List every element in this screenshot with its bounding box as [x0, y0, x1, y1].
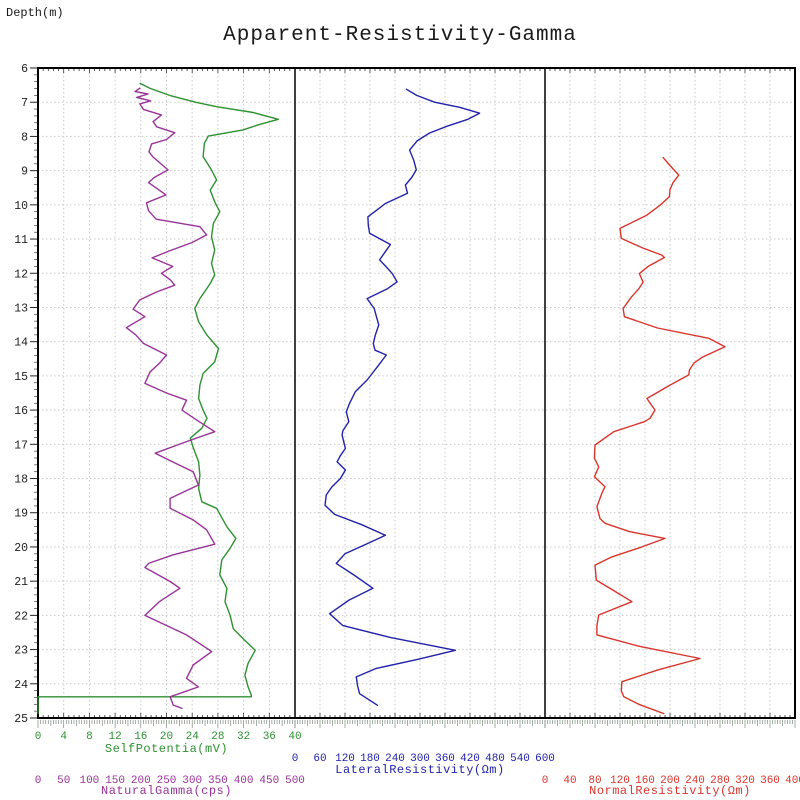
- svg-text:350: 350: [208, 775, 228, 787]
- svg-text:19: 19: [14, 508, 28, 521]
- horizontal-gridlines: [38, 101, 795, 685]
- svg-text:0: 0: [35, 731, 42, 743]
- svg-text:9: 9: [21, 166, 28, 179]
- svg-text:600: 600: [535, 753, 555, 765]
- svg-text:16: 16: [134, 731, 147, 743]
- svg-text:11: 11: [14, 234, 28, 247]
- natural-gamma-axis-title: NaturalGamma(cps): [101, 784, 232, 798]
- svg-text:23: 23: [14, 645, 28, 658]
- svg-text:28: 28: [211, 731, 224, 743]
- lateral-resistivity-scale: 0 60 120 180 240 300 360 420 480 540 600: [292, 753, 555, 765]
- svg-text:12: 12: [108, 731, 121, 743]
- svg-text:22: 22: [14, 610, 28, 623]
- svg-text:200: 200: [131, 775, 151, 787]
- svg-text:240: 240: [385, 753, 405, 765]
- bottom-scale-ruler: [37, 720, 796, 728]
- lateral-resistivity-axis-title: LateralResistivity(Ωm): [335, 763, 505, 777]
- svg-text:240: 240: [685, 775, 705, 787]
- svg-text:180: 180: [360, 753, 380, 765]
- naturalgamma-curve: [125, 87, 216, 710]
- svg-text:200: 200: [660, 775, 680, 787]
- svg-text:14: 14: [14, 337, 28, 350]
- svg-text:250: 250: [157, 775, 177, 787]
- svg-text:10: 10: [14, 200, 28, 213]
- svg-text:480: 480: [485, 753, 505, 765]
- normal-resistivity-axis-title: NormalResistivity(Ωm): [589, 784, 751, 798]
- svg-text:360: 360: [760, 775, 780, 787]
- svg-text:6: 6: [21, 63, 28, 76]
- svg-text:160: 160: [635, 775, 655, 787]
- svg-text:280: 280: [710, 775, 730, 787]
- svg-text:20: 20: [14, 542, 28, 555]
- svg-text:50: 50: [57, 775, 70, 787]
- vertical-gridlines: [63, 68, 771, 718]
- lateralresistivity-curve: [324, 88, 481, 706]
- svg-text:4: 4: [60, 731, 67, 743]
- svg-text:25: 25: [14, 713, 28, 726]
- selfpotentia-curve: [37, 82, 279, 715]
- svg-text:20: 20: [160, 731, 173, 743]
- chart-title: Apparent-Resistivity-Gamma: [223, 24, 577, 47]
- natural-gamma-scale: 0 50 100 150 200 250 300 350 400 450 500: [35, 775, 305, 787]
- svg-text:32: 32: [237, 731, 250, 743]
- panel-minor-ticks: [37, 68, 796, 718]
- svg-text:300: 300: [410, 753, 430, 765]
- svg-text:21: 21: [14, 576, 28, 589]
- svg-text:320: 320: [735, 775, 755, 787]
- svg-text:12: 12: [14, 268, 28, 281]
- depth-axis-title: Depth(m): [6, 6, 64, 20]
- svg-text:36: 36: [263, 731, 276, 743]
- svg-text:17: 17: [14, 439, 28, 452]
- svg-text:400: 400: [785, 775, 800, 787]
- svg-text:40: 40: [288, 731, 301, 743]
- svg-text:120: 120: [335, 753, 355, 765]
- svg-text:13: 13: [14, 302, 28, 315]
- svg-text:24: 24: [14, 679, 28, 692]
- svg-text:40: 40: [563, 775, 576, 787]
- svg-text:0: 0: [35, 775, 42, 787]
- svg-text:450: 450: [259, 775, 279, 787]
- svg-text:8: 8: [21, 131, 28, 144]
- normalresistivity-curve: [593, 156, 726, 715]
- svg-text:500: 500: [285, 775, 305, 787]
- svg-text:16: 16: [14, 405, 28, 418]
- svg-text:540: 540: [510, 753, 530, 765]
- svg-text:60: 60: [313, 753, 326, 765]
- svg-text:24: 24: [186, 731, 200, 743]
- svg-text:7: 7: [21, 97, 28, 110]
- svg-text:80: 80: [588, 775, 601, 787]
- svg-text:0: 0: [292, 753, 299, 765]
- svg-text:120: 120: [610, 775, 630, 787]
- svg-text:0: 0: [542, 775, 549, 787]
- svg-text:400: 400: [234, 775, 254, 787]
- svg-text:18: 18: [14, 474, 28, 487]
- svg-text:100: 100: [79, 775, 99, 787]
- normal-resistivity-scale: 0 40 80 120 160 200 240 280 320 360 400: [542, 775, 800, 787]
- svg-text:300: 300: [182, 775, 202, 787]
- depth-axis: 6 7 8 9 10 11 12 13 14 15 16 17 18 19 20 21 22 23 24 25: [14, 63, 38, 726]
- svg-text:420: 420: [460, 753, 480, 765]
- selfpotential-axis-title: SelfPotentia(mV): [104, 742, 229, 756]
- svg-text:360: 360: [435, 753, 455, 765]
- svg-text:8: 8: [86, 731, 93, 743]
- svg-text:150: 150: [105, 775, 125, 787]
- selfpotential-scale: 0 4 8 12 16 20 24 28 32 36 40: [35, 731, 302, 743]
- svg-text:15: 15: [14, 371, 28, 384]
